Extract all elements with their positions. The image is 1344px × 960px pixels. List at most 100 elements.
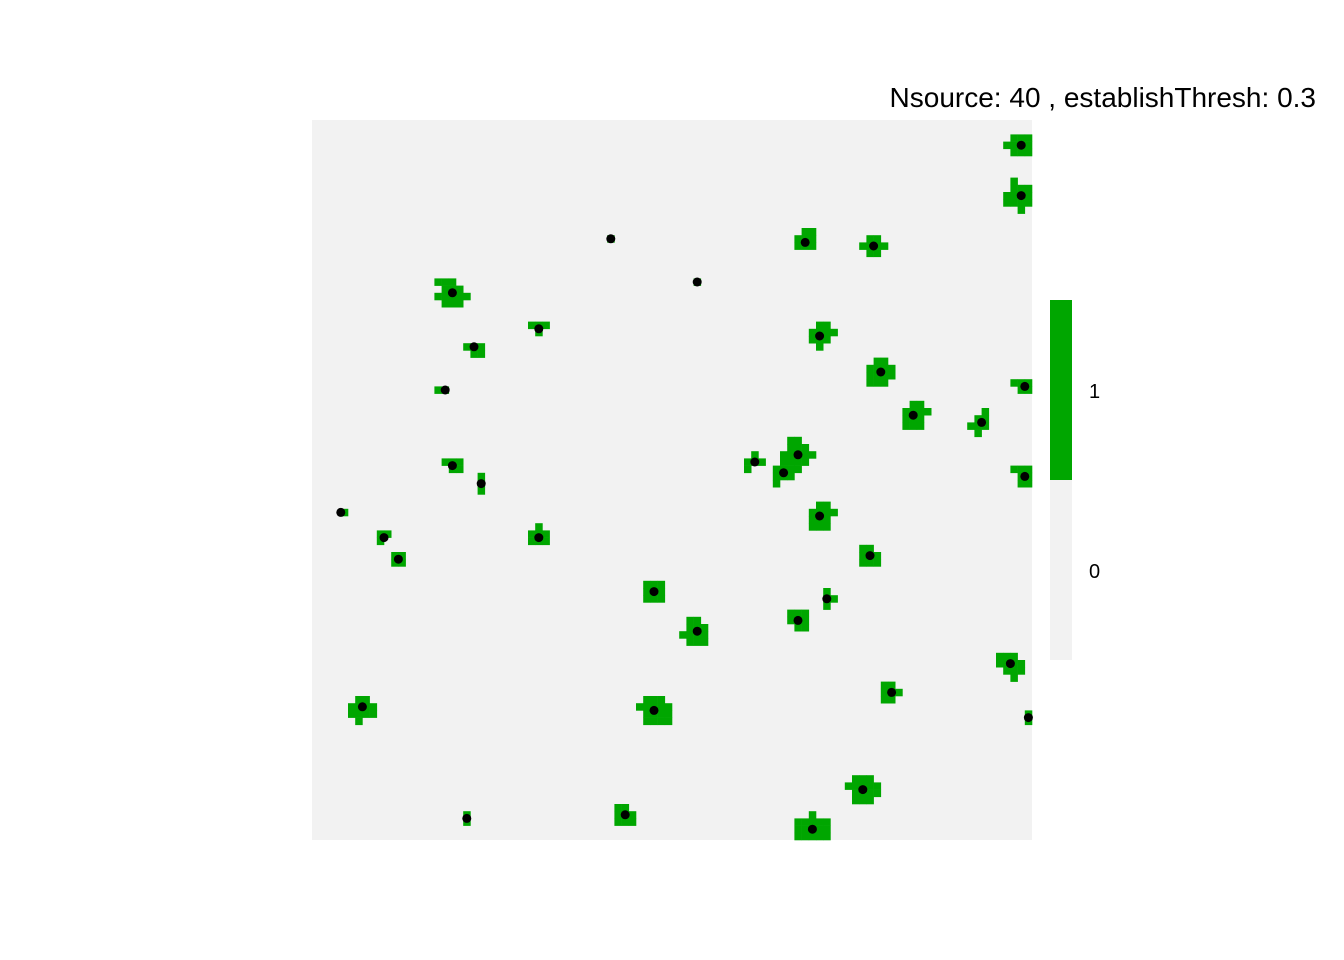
source-points-layer [336,140,1033,834]
established-cell [873,249,882,258]
established-cell [643,710,651,718]
established-cell [916,400,925,409]
established-cell [355,710,363,718]
established-cell [1003,652,1011,661]
established-cell [823,832,831,841]
established-cell [448,300,457,308]
established-cell [1017,660,1026,668]
source-point [336,507,346,517]
established-cell [794,444,802,452]
established-cell [787,472,795,481]
source-point [800,237,810,247]
established-cell [1003,199,1011,207]
established-cell [441,458,450,466]
source-point [807,824,817,834]
established-cell [1010,379,1018,387]
established-cell [542,530,550,538]
established-cell [801,624,810,632]
established-cell [794,242,802,250]
established-cell [823,328,831,337]
established-cell [441,292,450,301]
source-point [1016,191,1026,201]
established-cell [369,703,378,711]
established-cell [866,789,874,798]
established-cell [902,415,910,423]
established-cell [1010,199,1018,207]
established-cell [808,328,817,337]
established-cell [873,235,882,243]
established-cell [772,465,781,474]
established-cell [866,775,874,783]
established-cell [1017,206,1026,214]
established-cell [535,523,543,531]
established-cell [996,652,1004,661]
established-cell [880,681,889,690]
established-cell [873,559,882,567]
established-cell [1017,667,1026,675]
established-cell [866,364,874,373]
established-cell [808,336,817,344]
source-point [793,615,803,625]
established-cell [808,242,817,250]
established-cell [542,537,550,546]
established-cell [664,717,673,726]
established-cell [441,278,450,286]
legend-label-0: 0 [1089,561,1100,583]
established-cell [650,696,658,704]
established-cell [434,292,442,301]
established-cell [859,775,867,783]
source-point [476,479,486,489]
established-cell [650,717,658,726]
source-point [534,533,544,543]
established-cell [830,508,838,517]
established-cell [902,422,910,430]
established-cell [981,415,990,423]
source-point [815,331,825,341]
established-cell [398,559,406,567]
established-cell [808,508,817,517]
established-cell [794,624,802,632]
established-cell [456,458,464,466]
established-cell [384,530,392,538]
established-cell [1017,480,1026,488]
established-cell [888,696,896,704]
established-cell [859,796,867,805]
established-cell [888,681,896,690]
established-cell [628,818,637,826]
established-cell [787,444,795,452]
established-cell [873,789,882,798]
established-cell [794,465,802,474]
established-cell [787,616,795,625]
established-cell [657,588,666,596]
chart-title: Nsource: 40 , establishThresh: 0.3 [890,82,1316,113]
legend-swatch-0 [1050,480,1072,660]
established-cell [794,832,802,841]
established-cell [643,717,651,726]
established-cell [880,372,889,380]
source-point [869,241,879,251]
established-cell [744,458,752,466]
established-cell [1024,184,1033,193]
established-cell [873,782,882,790]
source-point [357,702,367,712]
established-cell [348,703,356,711]
established-cell [686,631,694,639]
established-cell [808,832,817,841]
established-cell [823,508,831,517]
established-cell [787,436,795,445]
established-cell [823,501,831,510]
established-cell [801,451,810,459]
established-cell [463,292,471,301]
established-cell [916,422,925,430]
established-cell [801,228,810,236]
established-cell [751,451,759,459]
established-cell [1017,386,1026,394]
established-cell [801,444,810,452]
established-cell [657,703,666,711]
source-point [606,234,616,244]
established-cell [787,451,795,459]
established-cell [794,235,802,243]
established-cell [873,364,882,373]
established-cell [643,696,651,704]
established-cell [808,811,817,819]
